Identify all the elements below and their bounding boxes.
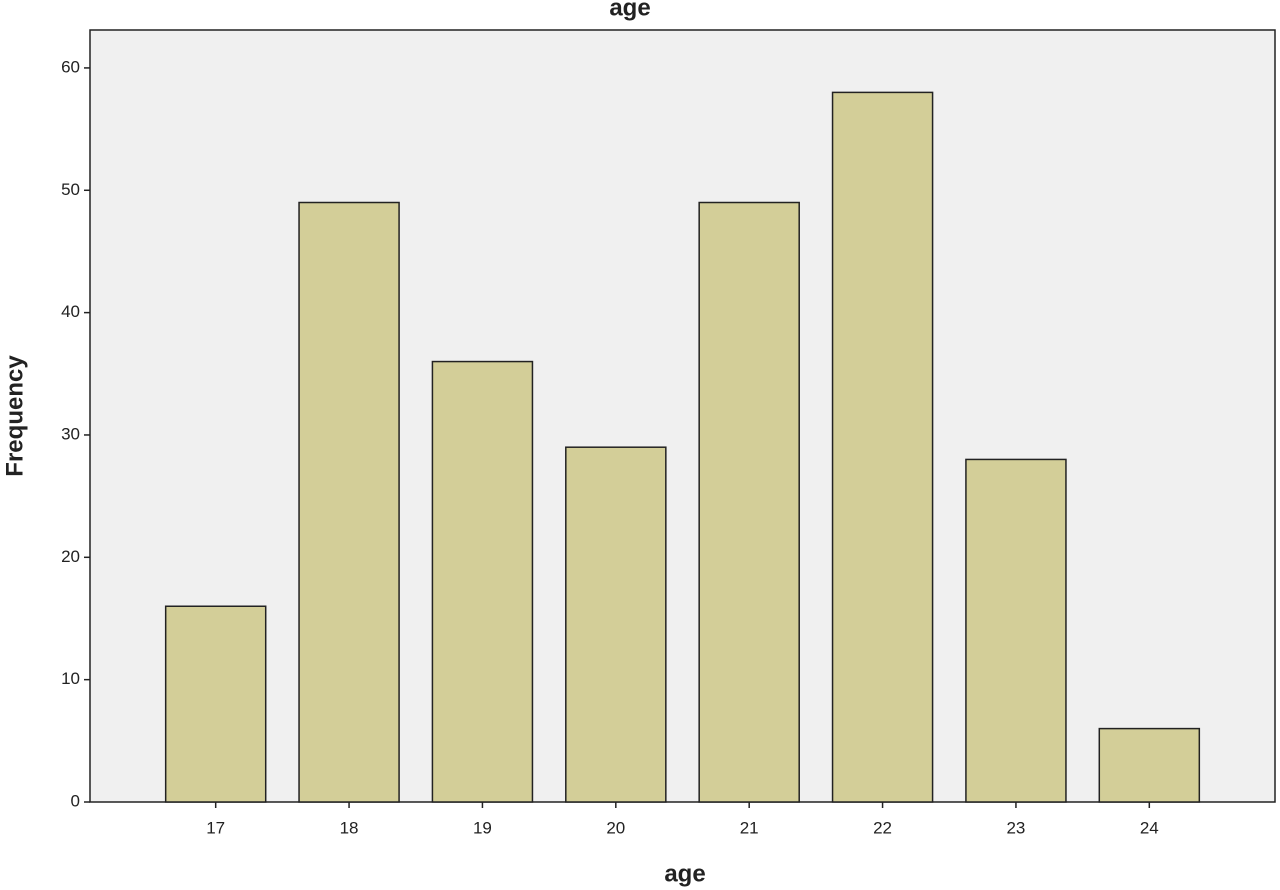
x-tick-label: 18 [340,818,359,837]
x-tick-label: 22 [873,818,892,837]
bar [965,458,1067,803]
bar [565,446,667,803]
bar [298,201,400,803]
x-tick-label: 20 [606,818,625,837]
y-tick-label: 60 [61,57,80,76]
y-tick-label: 20 [61,547,80,566]
y-tick-label: 50 [61,180,80,199]
x-tick-label: 21 [740,818,759,837]
bar [1098,727,1201,803]
bar [164,605,267,803]
bar [698,201,800,803]
y-tick-label: 10 [61,669,80,688]
y-tick-label: 30 [61,424,80,443]
bar [431,360,534,803]
y-axis-label: Frequency [1,355,28,477]
x-tick-label: 24 [1140,818,1159,837]
y-tick-label: 40 [61,302,80,321]
x-tick-label: 23 [1006,818,1025,837]
x-tick-label: 19 [473,818,492,837]
x-axis-label: age [664,860,705,887]
y-tick-label: 0 [71,791,80,810]
chart-title: age [609,0,650,21]
x-tick-label: 17 [206,818,225,837]
bar [831,91,934,803]
plot-area [89,29,1276,803]
